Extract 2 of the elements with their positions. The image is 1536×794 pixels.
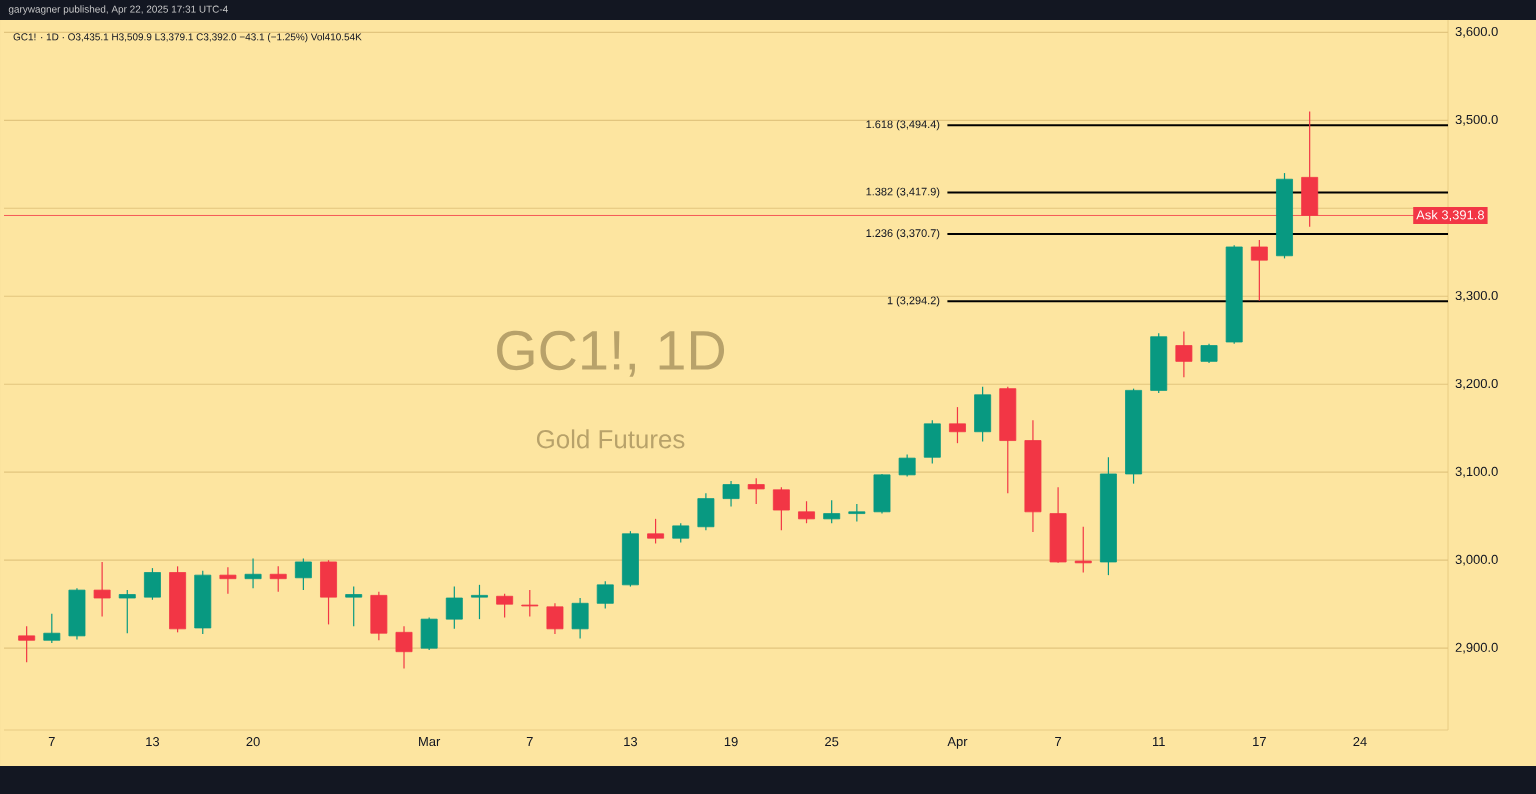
annotation: Gold Futures: [536, 429, 685, 449]
annotation: GC1!, 1D: [497, 330, 725, 377]
